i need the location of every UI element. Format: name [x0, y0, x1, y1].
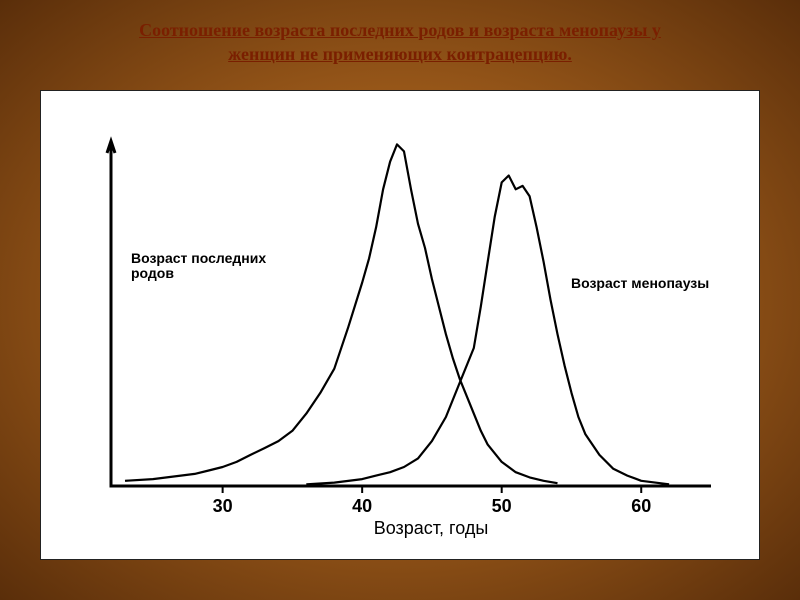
x-tick-label: 50	[492, 496, 512, 517]
series-menopause	[306, 176, 669, 485]
chart-svg	[41, 91, 761, 561]
x-axis-label: Возраст, годы	[331, 518, 531, 539]
chart-container: Возраст последнихродов Возраст менопаузы…	[40, 90, 760, 560]
title-line1: Соотношение возраста последних родов и в…	[139, 20, 661, 40]
series-label-last-birth: Возраст последнихродов	[131, 251, 266, 282]
slide-title: Соотношение возраста последних родов и в…	[0, 0, 800, 67]
series-label-menopause: Возраст менопаузы	[571, 276, 709, 291]
slide-root: Соотношение возраста последних родов и в…	[0, 0, 800, 600]
x-tick-label: 60	[631, 496, 651, 517]
label-last-birth-line0: Возраст последних	[131, 250, 266, 266]
title-line2: женщин не применяющих контрацепцию.	[228, 44, 572, 64]
x-tick-label: 40	[352, 496, 372, 517]
series-last_birth	[125, 144, 558, 483]
label-last-birth-line1: родов	[131, 265, 174, 281]
x-tick-label: 30	[213, 496, 233, 517]
